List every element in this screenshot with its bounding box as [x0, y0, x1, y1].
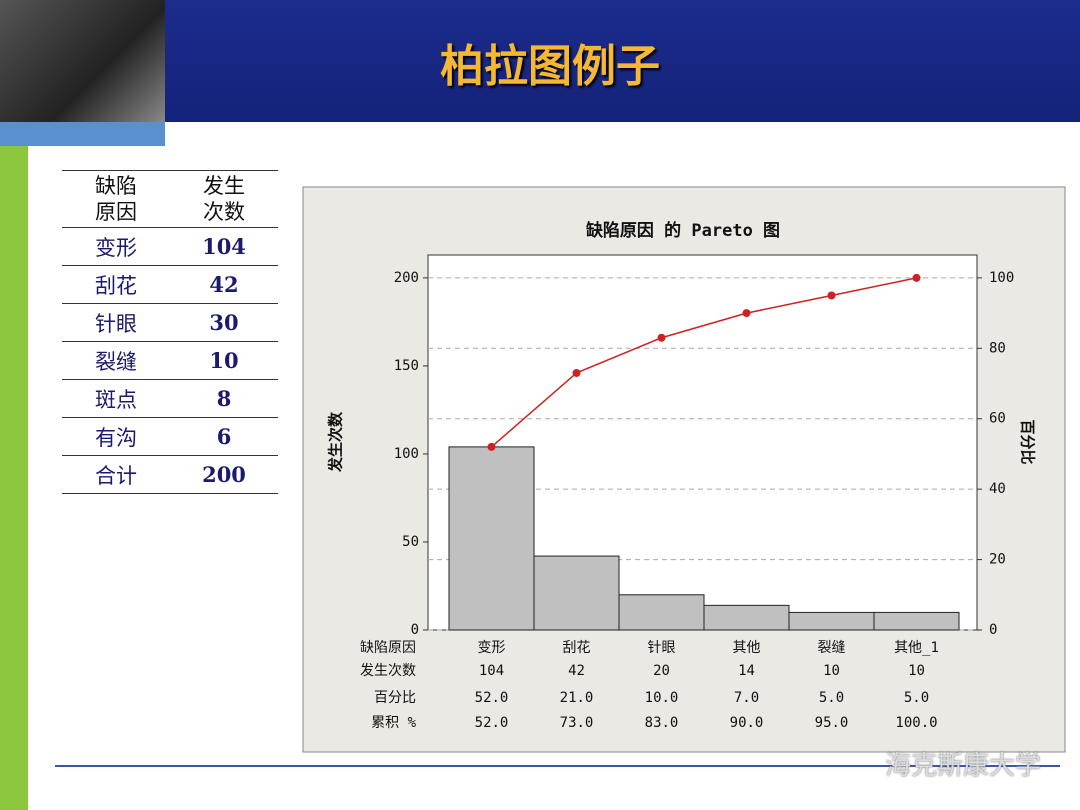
cumulative-label: 95.0	[815, 715, 849, 731]
percent-label: 7.0	[734, 690, 759, 706]
cumulative-point	[827, 291, 836, 300]
count-label: 20	[653, 663, 670, 679]
row-label: 发生次数	[360, 663, 416, 679]
count-label: 10	[908, 663, 925, 679]
cumulative-line	[491, 277, 917, 448]
bar	[533, 555, 620, 631]
cumulative-point	[742, 309, 751, 318]
y2-tick-label: 20	[989, 552, 1006, 568]
slide-title: 柏拉图例子	[440, 41, 660, 92]
y-tick-label: 50	[402, 534, 419, 550]
table-cell: 针眼	[62, 303, 170, 342]
table-cell: 合计	[62, 455, 170, 494]
bar	[703, 604, 790, 631]
header-cell: 发生次数	[170, 170, 278, 228]
defect-table: 缺陷原因 发生次数 变形 104 刮花 42 针眼 30 裂缝 10 斑点 8 有沟 6 合计 200	[62, 170, 278, 494]
x-tick-label: 裂缝	[818, 640, 846, 656]
y-tick-label: 100	[394, 446, 419, 462]
watermark: 海克斯康大学	[885, 751, 1042, 781]
table-cell: 变形	[62, 227, 170, 266]
divider	[55, 765, 1060, 767]
y2-tick-label: 60	[989, 411, 1006, 427]
table-row: 合计 200	[62, 455, 278, 494]
cumulative-point	[657, 333, 666, 342]
x-tick-label: 针眼	[648, 640, 676, 656]
count-label: 104	[479, 663, 504, 679]
cumulative-point	[572, 368, 581, 377]
header-cell: 缺陷原因	[62, 170, 170, 228]
x-tick-label: 其他	[733, 640, 761, 656]
cumulative-label: 100.0	[895, 715, 937, 731]
count-label: 42	[568, 663, 585, 679]
percent-label: 10.0	[645, 690, 679, 706]
header-row: 缺陷原因 发生次数	[62, 170, 278, 228]
table-cell: 6	[170, 417, 278, 456]
x-tick-label: 其他_1	[894, 640, 939, 656]
row-label: 累积 %	[371, 715, 416, 731]
table-row: 变形 104	[62, 227, 278, 266]
chart-title: 缺陷原因 的 Pareto 图	[586, 220, 780, 241]
percent-label: 21.0	[560, 690, 594, 706]
x-tick-label: 刮花	[563, 640, 591, 656]
y-tick-label: 0	[411, 622, 419, 638]
y2-tick-label: 0	[989, 622, 997, 638]
cumulative-label: 90.0	[730, 715, 764, 731]
cumulative-label: 83.0	[645, 715, 679, 731]
table-cell: 裂缝	[62, 341, 170, 380]
table-row: 有沟 6	[62, 417, 278, 456]
x-tick-label: 变形	[478, 640, 506, 656]
y-tick-label: 200	[394, 270, 419, 286]
count-label: 10	[823, 663, 840, 679]
bar	[618, 594, 705, 631]
percent-label: 5.0	[819, 690, 844, 706]
count-label: 14	[738, 663, 755, 679]
side-bar	[0, 146, 28, 810]
header-text: 缺陷原因	[95, 174, 137, 224]
table-cell: 斑点	[62, 379, 170, 418]
cumulative-label: 52.0	[475, 715, 509, 731]
y2-tick-label: 80	[989, 340, 1006, 356]
table-cell: 有沟	[62, 417, 170, 456]
cumulative-point	[912, 273, 921, 282]
banner-image	[0, 0, 165, 122]
y2-axis-label: 百分比	[1019, 419, 1037, 464]
bar	[788, 611, 875, 631]
table-cell: 104	[170, 227, 278, 266]
table-cell: 42	[170, 265, 278, 304]
y-tick-label: 150	[394, 358, 419, 374]
table-row: 裂缝 10	[62, 341, 278, 380]
percent-label: 52.0	[475, 690, 509, 706]
y2-tick-label: 100	[989, 270, 1014, 286]
bar	[873, 611, 960, 631]
row-label: 缺陷原因	[360, 640, 416, 656]
cumulative-point	[487, 442, 496, 451]
banner	[0, 0, 1080, 122]
table-row: 刮花 42	[62, 265, 278, 304]
table-cell: 10	[170, 341, 278, 380]
header-text: 发生次数	[203, 174, 245, 224]
table-cell: 刮花	[62, 265, 170, 304]
y-axis-label: 发生次数	[327, 411, 345, 473]
table-cell: 200	[170, 455, 278, 494]
row-label: 百分比	[374, 690, 416, 706]
cumulative-label: 73.0	[560, 715, 594, 731]
bar	[448, 446, 535, 631]
percent-label: 5.0	[904, 690, 929, 706]
accent-bar	[0, 122, 165, 146]
y2-tick-label: 40	[989, 481, 1006, 497]
